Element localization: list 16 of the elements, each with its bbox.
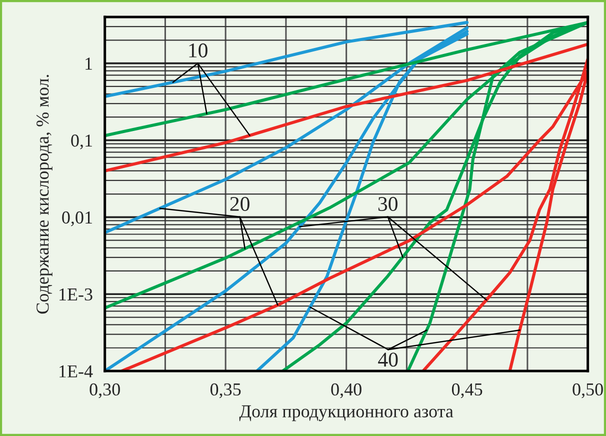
y-tick-label: 0,01	[62, 211, 92, 226]
x-tick-label: 0,30	[90, 383, 120, 398]
annotation: 20	[230, 196, 250, 211]
y-tick-label: 1E-3	[60, 288, 92, 301]
x-tick-label: 0,40	[331, 383, 362, 398]
annotation: 30	[378, 196, 398, 211]
x-axis-title: Доля продукционного азота	[239, 405, 454, 422]
y-axis-title: Содержание кислорода, % мол.	[36, 74, 52, 314]
x-tick-label: 0,35	[210, 383, 241, 398]
annotation: 10	[189, 43, 208, 58]
y-tick-label: 0,1	[71, 134, 92, 150]
x-tick-label: 0,50	[572, 383, 603, 398]
annotation: 40	[378, 352, 398, 367]
y-tick-label: 1	[86, 58, 92, 70]
x-tick-label: 0,45	[452, 383, 482, 398]
y-tick-label: 1E-4	[60, 365, 93, 378]
